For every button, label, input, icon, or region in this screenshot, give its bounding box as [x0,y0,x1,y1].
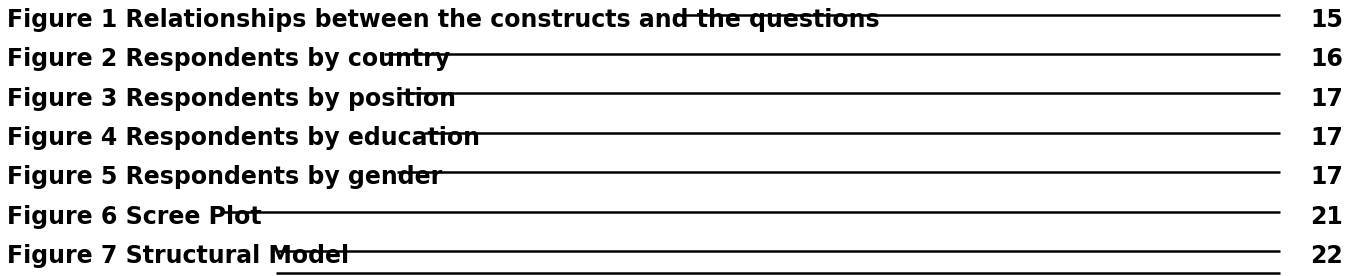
Text: 21: 21 [1311,205,1343,229]
Text: Figure 3 Respondents by position: Figure 3 Respondents by position [7,87,456,111]
Text: Figure 6 Scree Plot: Figure 6 Scree Plot [7,205,261,229]
Text: Figure 5 Respondents by gender: Figure 5 Respondents by gender [7,165,441,189]
Text: Figure 2 Respondents by country: Figure 2 Respondents by country [7,47,450,71]
Text: Figure 1 Relationships between the constructs and the questions: Figure 1 Relationships between the const… [7,8,879,32]
Text: 22: 22 [1311,244,1343,268]
Text: Figure 7 Structural Model: Figure 7 Structural Model [7,244,349,268]
Text: Figure 4 Respondents by education: Figure 4 Respondents by education [7,126,479,150]
Text: 17: 17 [1311,126,1343,150]
Text: 15: 15 [1311,8,1343,32]
Text: 16: 16 [1311,47,1343,71]
Text: 17: 17 [1311,165,1343,189]
Text: 17: 17 [1311,87,1343,111]
